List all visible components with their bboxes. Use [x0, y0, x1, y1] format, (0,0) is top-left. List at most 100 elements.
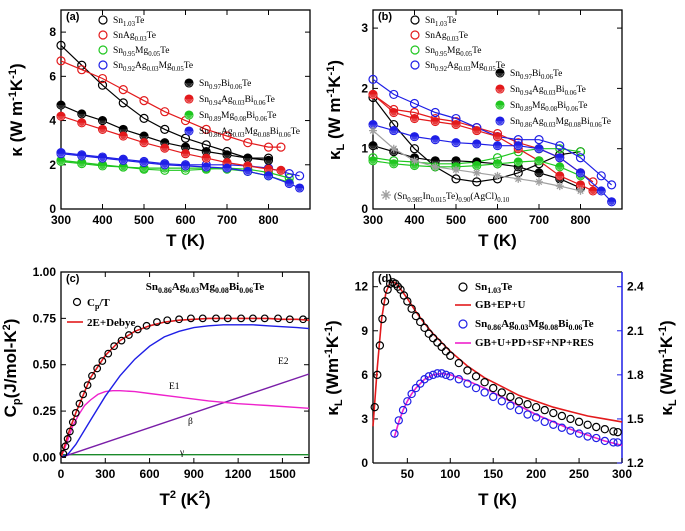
- data-point: [403, 297, 412, 306]
- series-7: [56, 149, 305, 193]
- x-tick-label: 600: [175, 213, 195, 227]
- data-point: [160, 124, 170, 134]
- series-7: [368, 120, 617, 207]
- data-point-fill: [140, 132, 148, 140]
- panel-title-part: 0.03: [185, 286, 199, 295]
- data-point: [389, 159, 399, 169]
- y-axis-label-part: L: [335, 144, 347, 151]
- legend-marker-fill: [185, 127, 193, 135]
- y-axis-label-part: (J/mol-K: [1, 330, 20, 399]
- curve-β: [60, 373, 310, 459]
- data-point-fill: [411, 162, 418, 169]
- legend-label-part: 0.06: [566, 106, 579, 113]
- y-axis-label-right-part: -1: [657, 348, 669, 358]
- y-axis-label: κ (W m-1K-1): [7, 63, 26, 156]
- plot-frame: [60, 9, 311, 210]
- data-point: [416, 379, 425, 388]
- data-point: [97, 153, 108, 163]
- y-axis-label-part: (W m: [325, 98, 344, 144]
- legend-label-ref: (Sn0.985In0.015Te)0.90(AgCl)0.10: [394, 191, 510, 204]
- x-tick-label: 150: [483, 467, 503, 481]
- legend-label-part: Te: [291, 127, 300, 137]
- legend-marker-fill: [185, 111, 193, 119]
- curve-E2: [60, 324, 310, 459]
- data-point: [389, 126, 399, 136]
- data-point: [223, 314, 232, 323]
- data-point: [437, 369, 446, 378]
- legend-label-part: 0.94: [209, 100, 222, 107]
- plot-frame: [60, 271, 310, 464]
- data-point: [454, 358, 464, 368]
- legend-label-part: 1.03: [487, 286, 501, 295]
- data-point: [79, 390, 88, 399]
- y-axis-label-right-part: ): [657, 320, 676, 326]
- data-point: [409, 132, 420, 142]
- data-point: [117, 336, 126, 345]
- data-point: [540, 417, 549, 427]
- data-point: [163, 316, 172, 325]
- legend-label-part: 0.05: [172, 66, 185, 73]
- data-point: [56, 56, 66, 66]
- data-point: [368, 141, 378, 151]
- data-point-fill: [203, 154, 210, 162]
- y-axis-label-right-part: (Wm: [657, 358, 676, 400]
- legend-label-part: Bi: [581, 117, 590, 127]
- data-point: [56, 156, 66, 167]
- legend-label: Sn1.03Te: [425, 16, 456, 28]
- legend-label-part: 0.95: [435, 51, 448, 58]
- data-point: [398, 405, 408, 415]
- data-point-fill: [223, 164, 231, 172]
- data-point: [68, 418, 77, 427]
- data-point: [407, 304, 416, 313]
- legend-label: Sn0.94Ag0.03Bi0.06Te: [199, 95, 275, 107]
- data-point: [295, 183, 305, 193]
- data-point: [492, 141, 503, 151]
- data-point: [409, 113, 420, 124]
- legend-label-part: Sn: [113, 16, 123, 26]
- panel-label: (b): [378, 11, 392, 23]
- legend-label-part: 1.03: [123, 21, 136, 28]
- y-tick-label: 1.00: [33, 265, 57, 279]
- data-point: [531, 402, 541, 412]
- data-point: [592, 433, 601, 443]
- legend-label-part: Ag: [221, 95, 233, 105]
- y-axis-label-part: ): [323, 320, 342, 326]
- legend-label-part: Sn: [199, 79, 209, 89]
- data-point-fill: [556, 154, 563, 161]
- y-tick-label: 3: [361, 21, 368, 35]
- x-tick-label: 300: [612, 467, 632, 481]
- data-point: [97, 73, 108, 84]
- legend-label-part: 0.86: [520, 122, 533, 129]
- legend-label: Sn1.03Te: [475, 281, 512, 295]
- y-tick-label: 2: [361, 81, 368, 95]
- y-axis-label-part: K: [325, 75, 344, 88]
- legend-marker: [410, 30, 420, 40]
- legend-label-part: Mg: [245, 127, 258, 137]
- data-point: [389, 144, 398, 153]
- legend-label-part: Bi: [221, 79, 230, 89]
- data-point-fill: [99, 126, 106, 133]
- legend-label-part: Bi: [558, 318, 568, 330]
- data-point: [557, 423, 567, 432]
- x-axis-label-part: 2: [170, 489, 176, 501]
- data-point-fill: [598, 187, 605, 195]
- legend-label-part: GB+U+PD+SF+NP+RES: [475, 337, 594, 349]
- data-point: [549, 420, 558, 429]
- data-point: [416, 317, 425, 327]
- x-axis-label: T (K): [478, 231, 517, 250]
- y-tick-label: 2: [49, 158, 56, 172]
- series-5: [368, 89, 598, 196]
- legend-label-part: Te: [501, 281, 512, 293]
- legend-label-ref-part: (AgCl): [470, 191, 497, 202]
- y-axis-label-part: ): [325, 60, 344, 66]
- y-tick-label: 8: [49, 25, 56, 39]
- data-point-fill: [369, 121, 377, 128]
- legend-marker-fill: [496, 85, 504, 93]
- series-line: [60, 44, 269, 159]
- y-tick-label: 0.00: [33, 450, 57, 464]
- data-point: [514, 397, 524, 406]
- data-point: [201, 162, 211, 172]
- legend-marker: [410, 15, 420, 25]
- data-point: [555, 162, 565, 172]
